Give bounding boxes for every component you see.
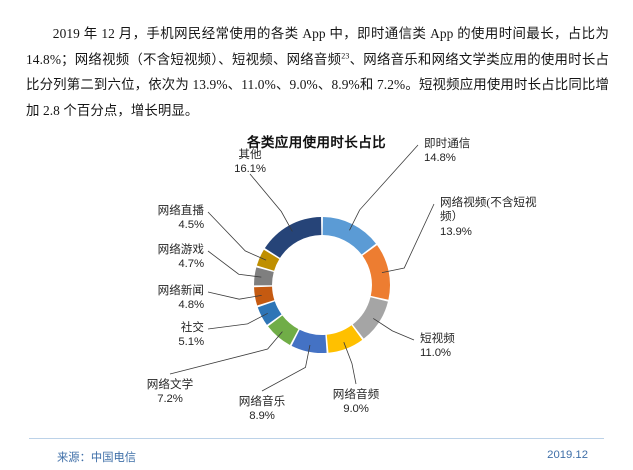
donut-slice (362, 245, 390, 300)
donut-slice (322, 217, 376, 255)
donut-slice (264, 217, 322, 258)
source-label: 来源：中国电信 (57, 452, 137, 464)
donut-slice (256, 249, 280, 271)
leader-line (381, 203, 435, 273)
figure-footer: 来源：中国电信 2019.12 (29, 438, 604, 469)
leader-line (343, 342, 357, 385)
donut-slice (268, 315, 299, 345)
leader-line (261, 344, 311, 392)
donut-chart (169, 144, 435, 392)
leader-line (207, 291, 262, 300)
leader-line (207, 312, 268, 330)
leader-lines (169, 144, 435, 392)
paragraph-text-part2: 、网络音乐和网络文学类应用的使用时长占比分列第二到六位，依次为 13.9%、11… (26, 51, 609, 118)
donut-slice (326, 325, 363, 353)
donut-slice (257, 301, 282, 325)
leader-line (169, 331, 283, 375)
leader-line (207, 211, 267, 261)
donut-slice (254, 267, 274, 286)
footnote-reference: 23 (341, 51, 350, 61)
donut-slice (254, 286, 275, 306)
chart-title: 各类应用使用时长占比 (247, 135, 386, 150)
leader-line (207, 250, 262, 278)
figure-container: 各类应用使用时长占比 即时通信 14.8% 网络视频(不含短视频） 13.9% 短视频 1… (0, 120, 633, 470)
body-paragraph: 2019 年 12 月，手机网民经常使用的各类 App 中，即时通信类 App … (26, 21, 609, 123)
donut-slice (352, 297, 388, 339)
donut-slices (254, 217, 390, 353)
donut-slice (291, 329, 327, 353)
date-label: 2019.12 (547, 449, 588, 461)
leader-line (349, 144, 419, 231)
leader-line (249, 173, 293, 232)
paragraph-text-part1: 2019 年 12 月，手机网民经常使用的各类 App 中，即时通信类 App … (26, 26, 609, 67)
leader-line (373, 318, 415, 341)
